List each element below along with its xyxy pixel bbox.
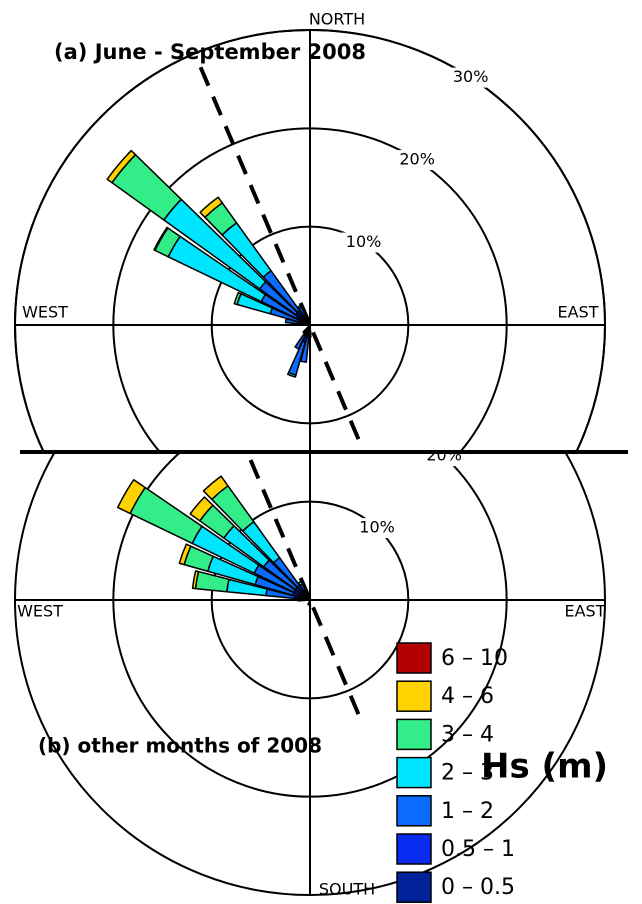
ring-label: 20% [399,150,435,169]
ring-label-bg [353,518,402,539]
legend-swatch [396,718,432,751]
ring-label-bg [339,232,388,253]
wedge [178,543,192,566]
wedge [294,333,306,350]
legend-label: 3 – 4 [441,722,494,747]
wedge [199,196,223,219]
legend-swatch [396,642,432,674]
panel-title: (b) other months of 2008 [38,734,322,758]
reference-line [198,66,363,446]
wedge [233,291,242,306]
legend-label: 2 – 3 [441,761,494,786]
ring-label-bg [446,67,495,88]
direction-label: EAST [565,602,606,621]
legend-label: 1 – 2 [441,799,494,824]
wedge [300,336,310,363]
wedge [116,479,146,515]
legend-title: Hs (m) [481,747,608,787]
wedge [308,602,312,607]
direction-label: WEST [22,303,68,322]
panel-title: (a) June - September 2008 [54,40,366,64]
legend-swatch [396,680,432,712]
wedge [153,226,169,252]
wedge [106,149,137,184]
ring-label-bg [420,452,469,467]
legend-label: 0.5 – 1 [441,837,515,862]
ring-label: 10% [359,518,395,537]
ring-label: 20% [426,446,462,465]
ring-label: 10% [346,232,382,251]
panel-a: 10% 20% 30% NORTH WEST EAST [14,10,606,452]
legend: 6 – 10 4 – 6 3 – 4 2 – 3 1 – 2 0.5 – 1 0 – 0.5… [396,642,608,903]
wedge [297,304,303,310]
wedge [305,315,310,321]
direction-label: SOUTH [319,880,375,899]
wedge [306,593,310,598]
wedge [302,329,307,334]
legend-label: 0 – 0.5 [441,875,515,900]
legend-label: 4 – 6 [441,684,494,709]
direction-label: EAST [558,303,599,322]
wedge [189,496,214,522]
legend-swatch [396,795,432,827]
legend-label: 6 – 10 [441,646,508,671]
wedge [286,371,297,378]
panel-b: 10% 20% WEST EAST SOUTH [14,446,606,899]
wedge [202,475,229,501]
wedge [297,580,304,587]
wedge [191,570,200,590]
direction-label: NORTH [309,10,365,29]
legend-swatch [396,833,432,865]
legend-swatch [396,871,432,903]
ring-label: 30% [453,67,489,86]
reference-line [245,452,363,721]
wedge [307,601,310,606]
direction-label: WEST [17,602,63,621]
ring-label-bg [393,150,442,171]
legend-swatch [396,756,432,789]
